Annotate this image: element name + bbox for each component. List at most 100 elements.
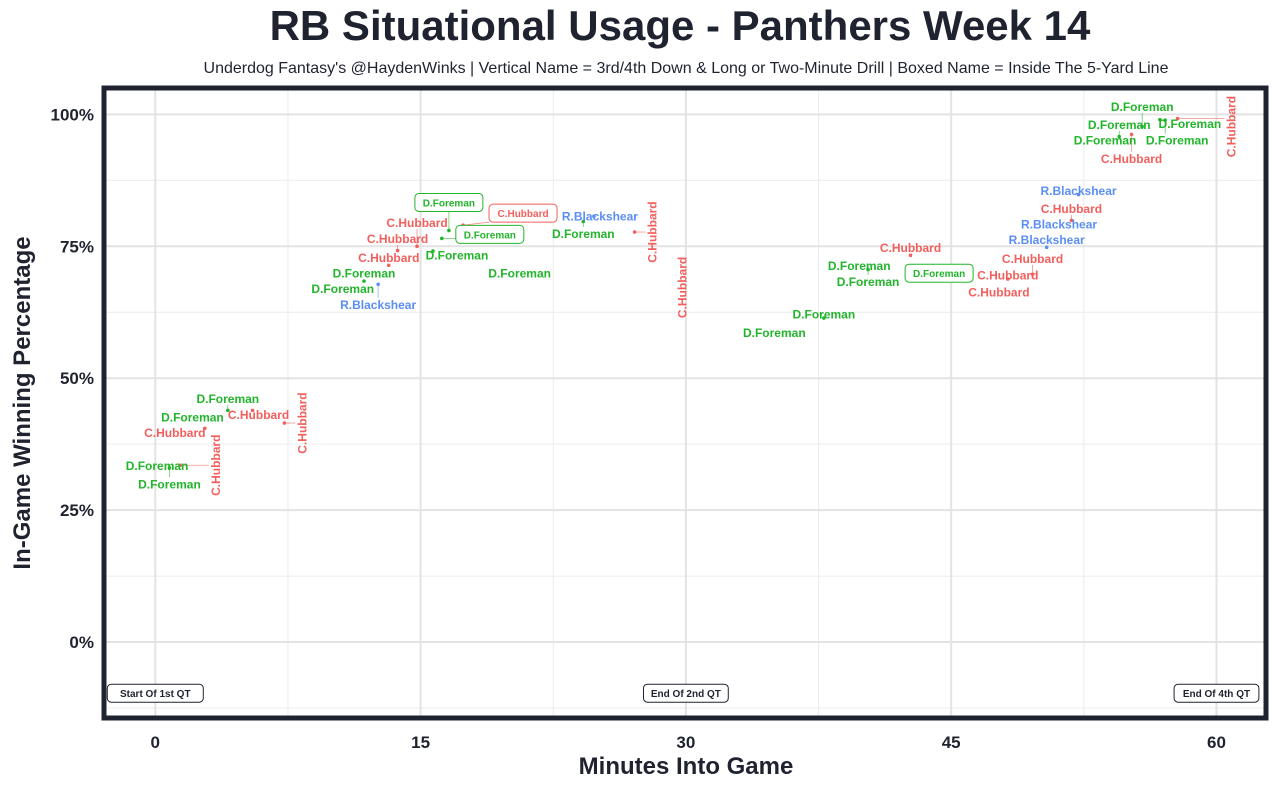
point-label-c-hubbard-group: C.Hubbard bbox=[1101, 152, 1162, 166]
chart-subtitle: Underdog Fantasy's @HaydenWinks | Vertic… bbox=[204, 60, 1169, 77]
data-point bbox=[1117, 134, 1122, 139]
data-point bbox=[908, 253, 913, 258]
point-label-c-hubbard-group: C.Hubbard bbox=[358, 251, 419, 265]
data-point bbox=[376, 282, 380, 287]
point-label-d-foreman-group: D.Foreman bbox=[1111, 100, 1174, 114]
annotation-label: Start Of 1st QT bbox=[120, 689, 191, 700]
point-label-c-hubbard: C.Hubbard bbox=[358, 251, 419, 265]
point-label-r-blackshear-group: R.Blackshear bbox=[340, 298, 416, 312]
y-tick-label: 0% bbox=[69, 633, 94, 652]
point-label-d-foreman-boxed: D.Foreman bbox=[455, 224, 525, 244]
data-point bbox=[1069, 218, 1074, 223]
x-tick-label: 0 bbox=[151, 733, 160, 752]
plot-border bbox=[101, 85, 1269, 721]
point-label-c-hubbard-vertical: C.Hubbard bbox=[295, 392, 309, 453]
point-label-c-hubbard-group: C.Hubbard bbox=[1041, 202, 1102, 216]
point-label-c-hubbard: C.Hubbard bbox=[228, 408, 289, 422]
point-label-d-foreman-group: D.Foreman bbox=[1159, 117, 1222, 131]
point-label-r-blackshear-group: R.Blackshear bbox=[562, 210, 638, 224]
point-label-d-foreman: D.Foreman bbox=[126, 459, 189, 473]
point-label-d-foreman-group: D.Foreman bbox=[552, 227, 615, 241]
point-label-r-blackshear: R.Blackshear bbox=[1009, 233, 1085, 247]
boxed-label-border bbox=[904, 263, 974, 283]
point-label-d-foreman-group: D.Foreman bbox=[426, 249, 489, 263]
leader-line bbox=[462, 221, 490, 226]
point-label-d-foreman-group: D.Foreman bbox=[1074, 134, 1137, 148]
grid bbox=[104, 88, 1266, 718]
point-label-r-blackshear: R.Blackshear bbox=[340, 298, 416, 312]
data-point bbox=[447, 228, 451, 233]
point-label-c-hubbard-group: C.Hubbard bbox=[228, 408, 289, 422]
point-label-c-hubbard: C.Hubbard bbox=[968, 286, 1029, 300]
point-label-d-foreman: D.Foreman bbox=[828, 259, 891, 273]
x-tick-label: 30 bbox=[676, 733, 695, 752]
point-label-d-foreman-group: D.Foreman bbox=[311, 282, 374, 296]
point-label-d-foreman: D.Foreman bbox=[552, 227, 615, 241]
data-point bbox=[822, 316, 826, 320]
point-label-r-blackshear-group: R.Blackshear bbox=[1009, 233, 1085, 247]
x-axis-label: Minutes Into Game bbox=[579, 753, 794, 780]
point-label-d-foreman-group: D.Foreman bbox=[837, 275, 900, 289]
point-label-d-foreman: D.Foreman bbox=[423, 198, 475, 209]
point-label-c-hubbard: C.Hubbard bbox=[1101, 152, 1162, 166]
point-label-d-foreman-group: D.Foreman bbox=[1088, 118, 1151, 132]
point-label-r-blackshear-group: R.Blackshear bbox=[1041, 184, 1117, 198]
data-point bbox=[431, 249, 435, 253]
data-point bbox=[167, 466, 172, 470]
point-label-c-hubbard: C.Hubbard bbox=[675, 257, 689, 318]
point-label-d-foreman: D.Foreman bbox=[311, 282, 374, 296]
x-tick-label: 15 bbox=[411, 733, 430, 752]
point-label-d-foreman: D.Foreman bbox=[138, 477, 201, 491]
point-label-d-foreman: D.Foreman bbox=[333, 267, 396, 281]
point-label-c-hubbard: C.Hubbard bbox=[209, 435, 223, 496]
leader-lines bbox=[167, 113, 1225, 478]
data-point bbox=[440, 236, 444, 241]
point-label-d-foreman-group: D.Foreman bbox=[488, 267, 551, 281]
point-label-c-hubbard: C.Hubbard bbox=[1041, 202, 1102, 216]
point-label-c-hubbard-group: C.Hubbard bbox=[144, 426, 205, 440]
point-label-d-foreman-group: D.Foreman bbox=[161, 411, 224, 425]
point-label-c-hubbard: C.Hubbard bbox=[497, 209, 548, 220]
point-label-d-foreman-group: D.Foreman bbox=[828, 259, 891, 273]
point-label-c-hubbard: C.Hubbard bbox=[295, 392, 309, 453]
data-point bbox=[362, 279, 366, 283]
data-point bbox=[250, 408, 255, 413]
point-label-c-hubbard-group: C.Hubbard bbox=[880, 241, 941, 255]
data-point bbox=[866, 267, 870, 272]
point-label-c-hubbard-group: C.Hubbard bbox=[968, 286, 1029, 300]
y-tick-label: 100% bbox=[51, 105, 94, 124]
quarter-annotation: End Of 4th QT bbox=[1173, 683, 1260, 703]
data-point bbox=[1076, 192, 1081, 197]
quarter-annotation: End Of 2nd QT bbox=[642, 683, 729, 703]
data-point bbox=[386, 263, 391, 268]
point-label-d-foreman: D.Foreman bbox=[464, 230, 516, 241]
annotation-box bbox=[106, 683, 204, 703]
point-label-c-hubbard: C.Hubbard bbox=[144, 426, 205, 440]
point-label-c-hubbard: C.Hubbard bbox=[367, 232, 428, 246]
point-label-c-hubbard-group: C.Hubbard bbox=[367, 232, 428, 246]
data-point bbox=[1005, 277, 1010, 281]
boxed-label-border bbox=[455, 224, 525, 244]
data-point bbox=[1175, 116, 1180, 121]
annotation-label: End Of 4th QT bbox=[1183, 689, 1250, 700]
data-point bbox=[395, 248, 400, 253]
point-label-d-foreman: D.Foreman bbox=[426, 249, 489, 263]
point-label-c-hubbard: C.Hubbard bbox=[1225, 96, 1239, 157]
point-label-c-hubbard-vertical: C.Hubbard bbox=[209, 435, 223, 496]
point-label-d-foreman: D.Foreman bbox=[913, 269, 965, 280]
data-point bbox=[1030, 272, 1035, 277]
data-point bbox=[1140, 124, 1144, 129]
y-axis-label: In-Game Winning Percentage bbox=[9, 236, 36, 569]
annotation-box bbox=[642, 683, 729, 703]
point-label-c-hubbard: C.Hubbard bbox=[646, 201, 660, 262]
y-tick-label: 25% bbox=[60, 501, 94, 520]
point-label-d-foreman: D.Foreman bbox=[488, 267, 551, 281]
point-label-c-hubbard-vertical: C.Hubbard bbox=[675, 257, 689, 318]
point-label-d-foreman: D.Foreman bbox=[792, 308, 855, 322]
point-label-d-foreman: D.Foreman bbox=[743, 326, 806, 340]
data-point bbox=[415, 244, 419, 249]
quarter-annotation: Start Of 1st QT bbox=[106, 683, 204, 703]
point-label-r-blackshear-group: R.Blackshear bbox=[1021, 218, 1097, 232]
data-point bbox=[226, 408, 230, 413]
